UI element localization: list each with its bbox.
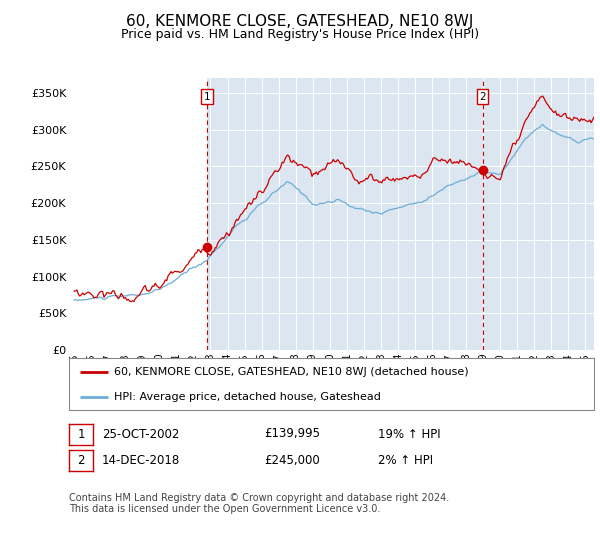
Text: 60, KENMORE CLOSE, GATESHEAD, NE10 8WJ: 60, KENMORE CLOSE, GATESHEAD, NE10 8WJ bbox=[127, 14, 473, 29]
Text: HPI: Average price, detached house, Gateshead: HPI: Average price, detached house, Gate… bbox=[113, 392, 380, 402]
Text: 19% ↑ HPI: 19% ↑ HPI bbox=[378, 427, 440, 441]
Text: 2% ↑ HPI: 2% ↑ HPI bbox=[378, 454, 433, 467]
Text: 2: 2 bbox=[77, 454, 85, 467]
Text: 1: 1 bbox=[204, 92, 211, 102]
Text: 25-OCT-2002: 25-OCT-2002 bbox=[102, 427, 179, 441]
Text: 1: 1 bbox=[77, 428, 85, 441]
Text: 14-DEC-2018: 14-DEC-2018 bbox=[102, 454, 180, 467]
Text: £139,995: £139,995 bbox=[264, 427, 320, 441]
Text: Contains HM Land Registry data © Crown copyright and database right 2024.
This d: Contains HM Land Registry data © Crown c… bbox=[69, 493, 449, 515]
Text: 60, KENMORE CLOSE, GATESHEAD, NE10 8WJ (detached house): 60, KENMORE CLOSE, GATESHEAD, NE10 8WJ (… bbox=[113, 367, 468, 377]
Text: £245,000: £245,000 bbox=[264, 454, 320, 467]
Text: 2: 2 bbox=[479, 92, 486, 102]
Text: Price paid vs. HM Land Registry's House Price Index (HPI): Price paid vs. HM Land Registry's House … bbox=[121, 28, 479, 41]
Bar bbox=[208, 78, 594, 350]
